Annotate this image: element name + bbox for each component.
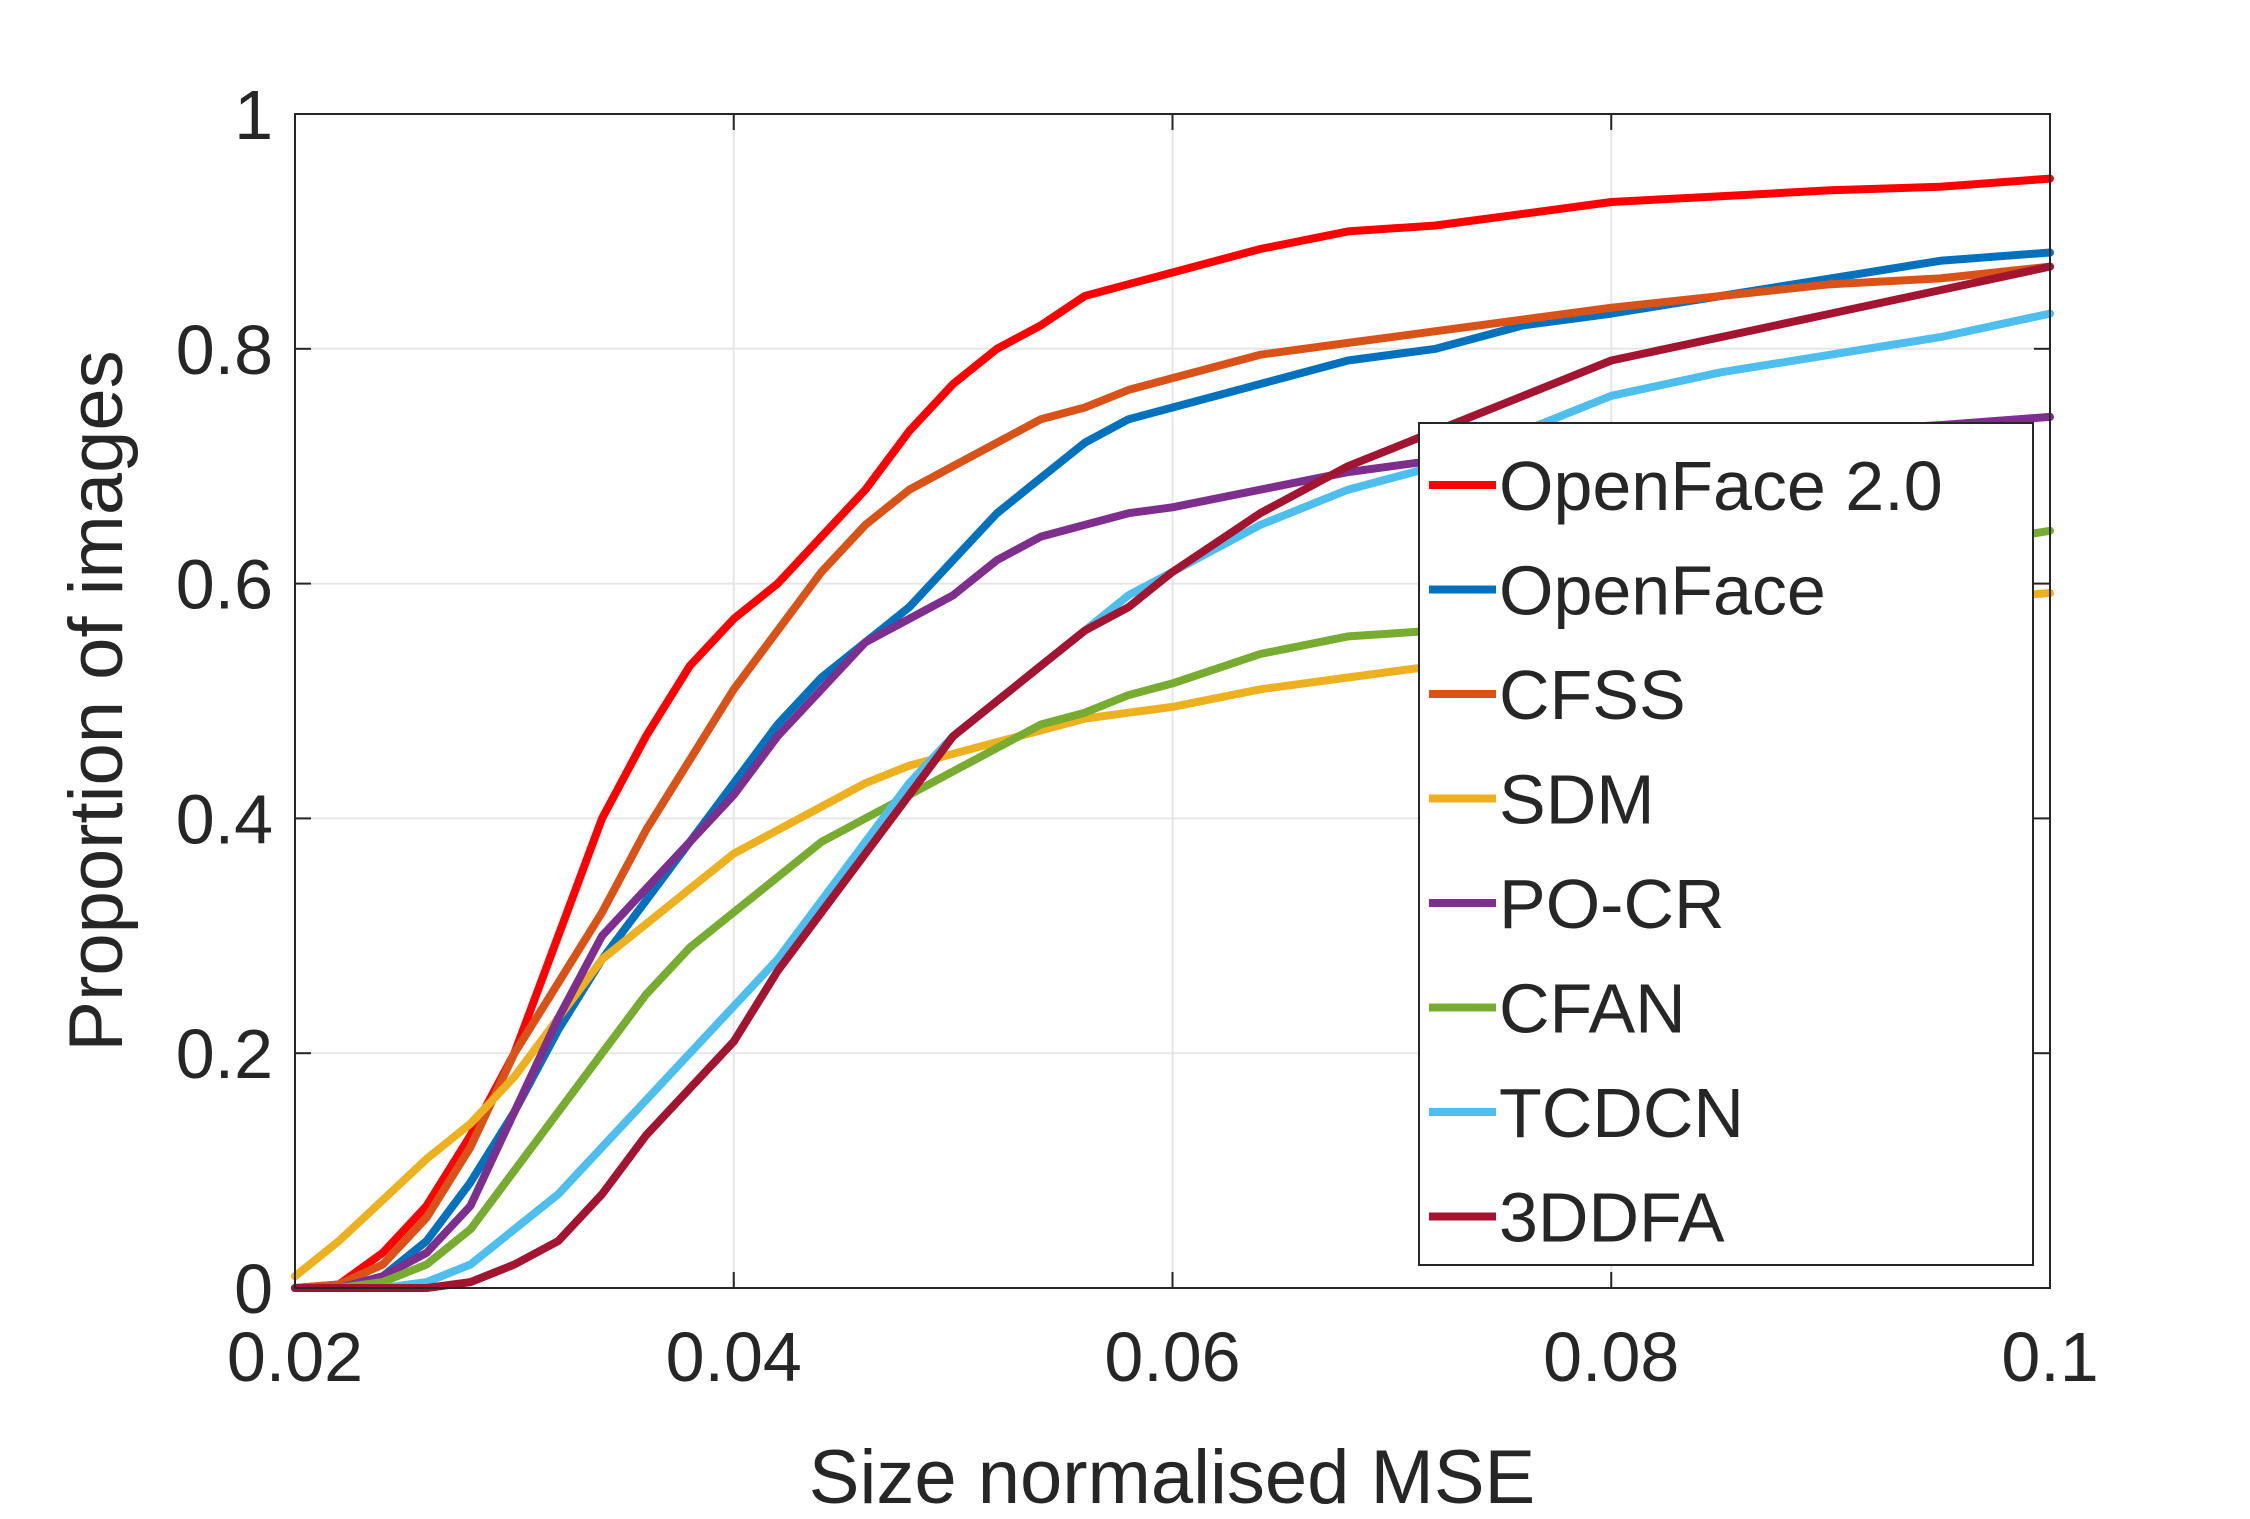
x-tick-label: 0.08 [1543,1318,1679,1396]
axes-box [294,113,2051,1289]
legend-label: PO-CR [1499,865,1725,943]
series-line-3 [291,262,2054,1292]
x-tick-label: 0.02 [227,1318,363,1396]
y-tick-label: 0 [234,1250,273,1328]
legend-label: CFSS [1499,656,1686,734]
legend-label: OpenFace [1499,552,1826,630]
legend-box [1418,422,2034,1266]
axes [294,113,2051,1289]
x-tick-label: 0.1 [2001,1318,2098,1396]
y-tick-label: 0.2 [176,1015,273,1093]
x-tick-label: 0.04 [666,1318,802,1396]
x-tick-labels: 0.02 0.04 0.06 0.08 0.1 [227,1318,2099,1396]
legend-label: OpenFace 2.0 [1499,447,1943,525]
legend: OpenFace 2.0 OpenFace CFSS SDM PO-CR CFAN TCDC… [1418,422,2034,1266]
y-tick-label: 0.6 [176,546,273,624]
x-tick-label: 0.06 [1104,1318,1240,1396]
x-axis-title: Size normalised MSE [809,1435,1536,1519]
legend-label: SDM [1499,761,1655,839]
y-tick-labels: 0 0.2 0.4 0.6 0.8 1 [176,76,273,1328]
y-tick-label: 0.4 [176,780,273,858]
legend-label: CFAN [1499,970,1686,1048]
y-tick-label: 0.8 [176,311,273,389]
legend-label: TCDCN [1499,1074,1744,1152]
y-tick-label: 1 [234,76,273,154]
series-line-8 [291,262,2054,1292]
y-axis-title: Proportion of images [54,350,139,1051]
legend-label: 3DDFA [1499,1179,1725,1257]
